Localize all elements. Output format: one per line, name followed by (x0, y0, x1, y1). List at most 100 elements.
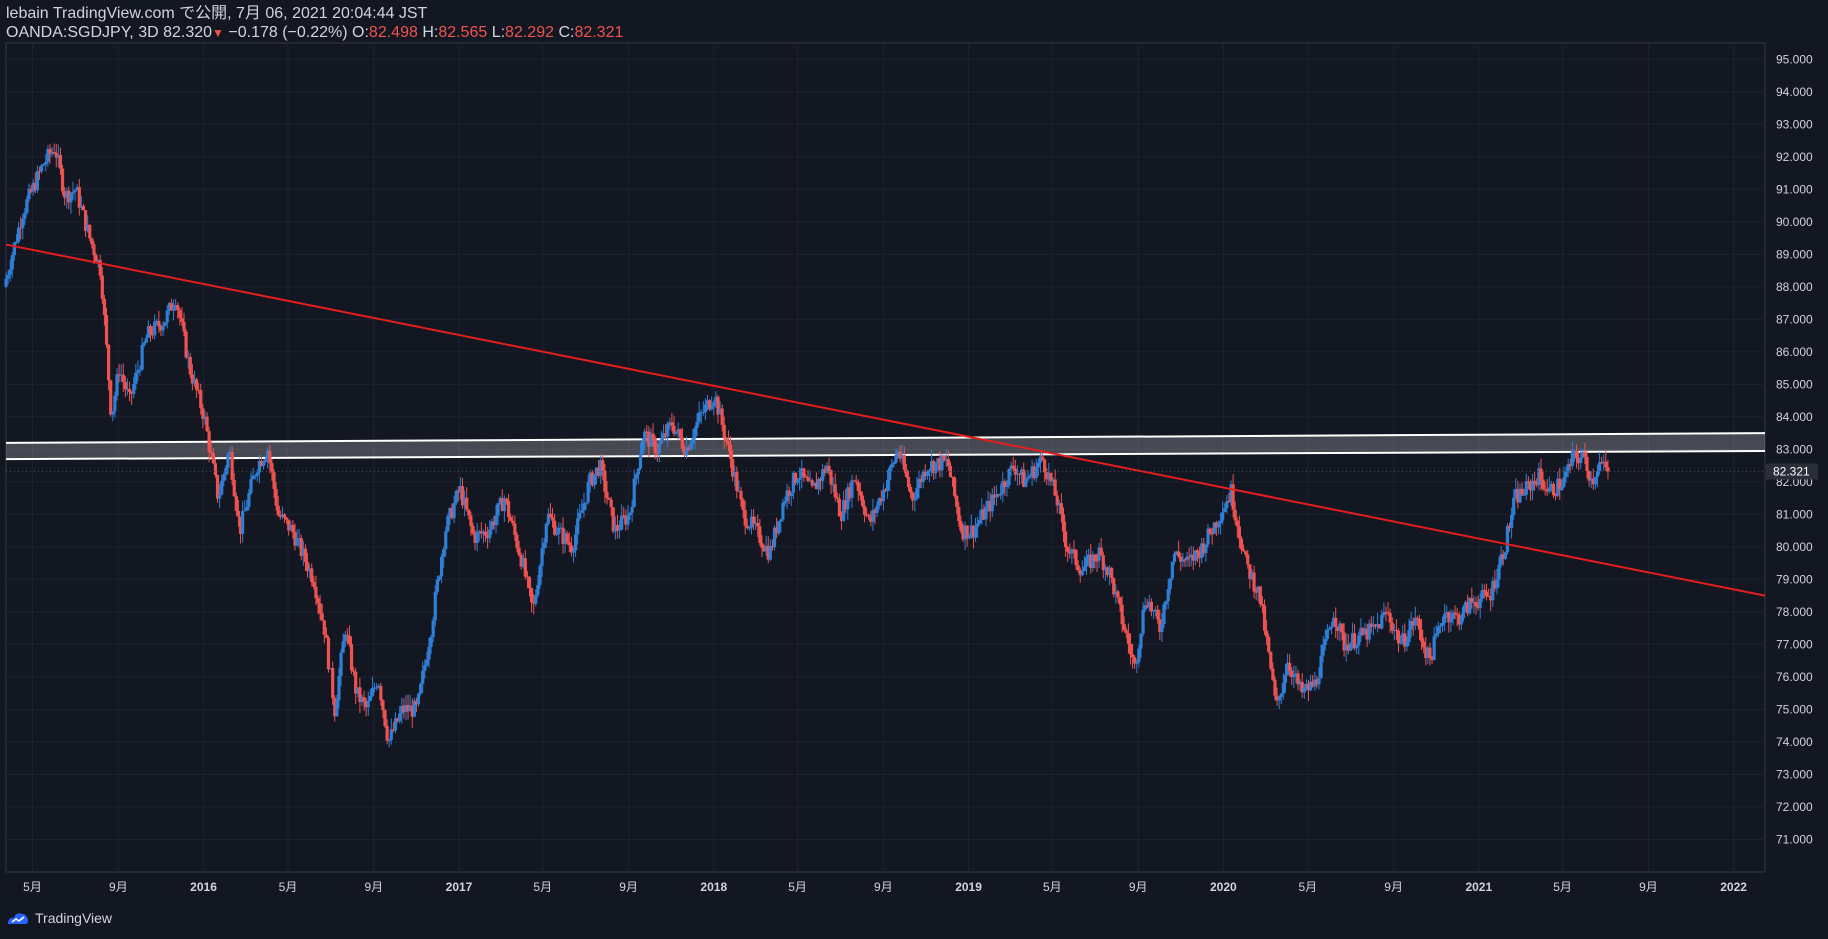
candle-body (1122, 624, 1126, 631)
time-tick-label: 5月 (23, 880, 42, 894)
candle (469, 511, 473, 536)
candle-body (483, 531, 488, 536)
candle-body (1300, 681, 1304, 693)
candle-body (1566, 464, 1570, 472)
candle-body (982, 509, 986, 520)
candle-body (194, 379, 199, 390)
symbol-info: OANDA:SGDJPY, 3D 82.320▼ −0.178 (−0.22%)… (6, 23, 623, 43)
candle-body (261, 461, 266, 466)
candle (1256, 585, 1260, 602)
candle (1281, 672, 1285, 700)
candle (1468, 597, 1472, 616)
candle-body (285, 517, 289, 520)
candle-body (509, 516, 513, 521)
candle (1191, 546, 1195, 570)
trendline-group[interactable] (5, 243, 1766, 597)
candle (1348, 642, 1352, 652)
candle-body (888, 467, 892, 481)
candle-body (1080, 571, 1084, 576)
candle (320, 603, 324, 622)
candle (1229, 480, 1233, 506)
candle (634, 472, 638, 486)
candle-body (1204, 544, 1208, 554)
candle (873, 508, 877, 525)
candle (1059, 493, 1063, 523)
candle-body (364, 701, 368, 708)
candle (1313, 671, 1317, 691)
candle (546, 507, 550, 526)
candle-body (19, 227, 23, 229)
candle-body (613, 525, 617, 532)
candle (1369, 616, 1373, 634)
candle-body (1294, 673, 1298, 675)
candle (1084, 550, 1089, 576)
candle (860, 491, 865, 509)
candle-body (506, 501, 511, 517)
candle-body (241, 510, 245, 534)
candle-body (804, 476, 808, 478)
candle (594, 467, 599, 485)
candle (555, 526, 559, 537)
candle-body (1279, 693, 1283, 698)
candle-body (544, 523, 548, 543)
candle (444, 526, 448, 557)
candle-body (429, 637, 433, 647)
candle (203, 410, 207, 425)
candle-body (909, 487, 913, 493)
candle-body (299, 538, 303, 556)
candle (1200, 538, 1204, 564)
candle (1510, 507, 1514, 539)
candle-body (733, 471, 737, 477)
candle-body (827, 465, 831, 470)
candle-body (1530, 480, 1535, 491)
candle-body (236, 510, 241, 517)
price-axis[interactable]: 95.00094.00093.00092.00091.00090.00089.0… (1776, 52, 1813, 846)
resistance-zone[interactable] (5, 432, 1766, 461)
candle-body (46, 149, 50, 162)
candle (833, 473, 837, 502)
candle (645, 425, 649, 443)
candle-body (1208, 528, 1212, 534)
candle (379, 682, 383, 706)
candle (626, 504, 630, 530)
candle-body (852, 480, 856, 482)
candle (703, 398, 708, 420)
candle (402, 698, 406, 719)
candle (1015, 465, 1020, 486)
candle (241, 501, 245, 543)
candle-body (1189, 554, 1193, 558)
candle (511, 515, 515, 527)
candle (1530, 473, 1535, 501)
candle (936, 457, 940, 471)
candle-body (1516, 489, 1520, 503)
candle-body (1051, 479, 1055, 482)
candle-body (1591, 478, 1595, 485)
candle-body (607, 497, 611, 500)
time-axis[interactable]: 5月 9月 2016 5月 9月 2017 5月 9月 2018 5月 9月 2019 5月 9月 2020… (23, 880, 1747, 894)
candle-body (322, 620, 326, 635)
candle-body (988, 500, 992, 512)
candle (971, 524, 976, 549)
candle-body (737, 490, 741, 492)
candle-body (469, 515, 473, 526)
candle (488, 520, 492, 543)
candle-body (1392, 629, 1396, 631)
candle-body (632, 478, 636, 507)
candle (1466, 594, 1470, 617)
candle (550, 507, 555, 528)
candle-body (762, 547, 766, 552)
candle-body (211, 452, 215, 464)
candle (913, 492, 917, 512)
candle (530, 587, 534, 613)
candle-body (1321, 644, 1325, 656)
candle-body (986, 500, 990, 508)
candle (1459, 613, 1463, 631)
price-tick-label: 90.000 (1776, 215, 1813, 229)
candle-body (869, 516, 873, 522)
candle (1049, 472, 1053, 486)
candle (544, 522, 548, 549)
candle-body (588, 472, 592, 483)
time-tick-label: 5月 (1043, 880, 1062, 894)
candle (869, 511, 873, 527)
